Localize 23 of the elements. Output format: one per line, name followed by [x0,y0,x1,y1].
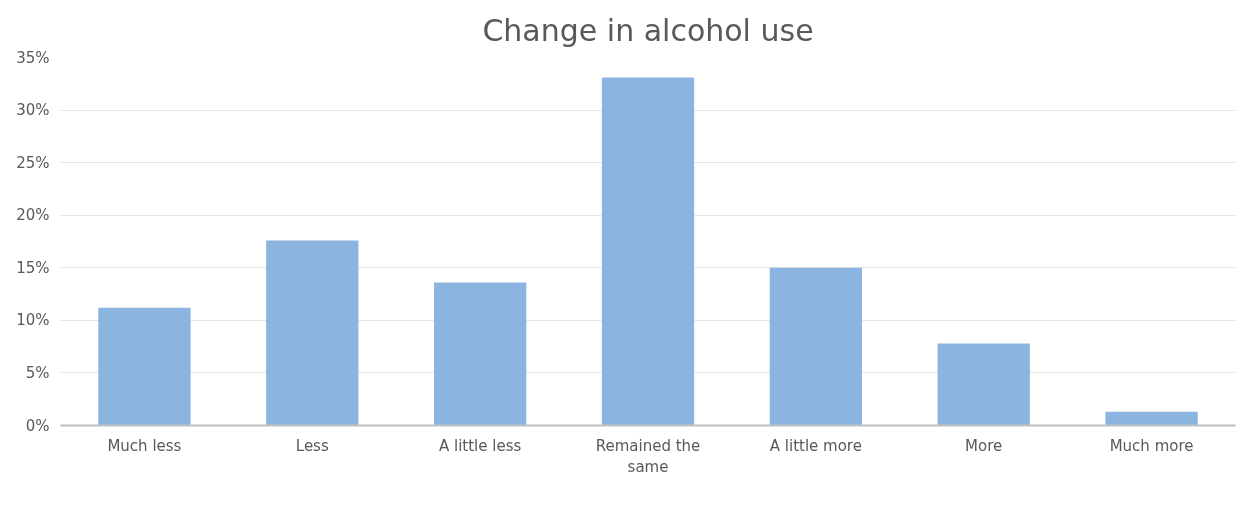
y-tick-label: 30% [16,101,50,120]
y-tick-label: 0% [25,416,50,435]
chart-title: Change in alcohol use [482,12,814,48]
x-tick-label: Remained the same [595,436,701,477]
bar [98,307,191,426]
x-tick-label: Less [295,436,329,455]
y-tick-label: 5% [25,363,50,382]
x-tick-label: A little more [769,436,862,455]
y-tick-label: 25% [16,153,50,172]
y-tick-label: 20% [16,206,50,225]
y-tick-label: 15% [16,258,50,277]
x-tick-label: More [965,436,1003,455]
bar [266,240,359,426]
bar [1105,411,1198,426]
y-tick-label: 35% [16,48,50,67]
x-tick-label: A little less [438,436,522,455]
bar [937,343,1030,426]
bar [433,282,527,426]
x-tick-label: Much less [107,436,182,455]
y-tick-label: 10% [16,311,50,330]
bar [601,77,695,426]
bar [769,267,863,426]
x-tick-label: Much more [1109,436,1194,455]
